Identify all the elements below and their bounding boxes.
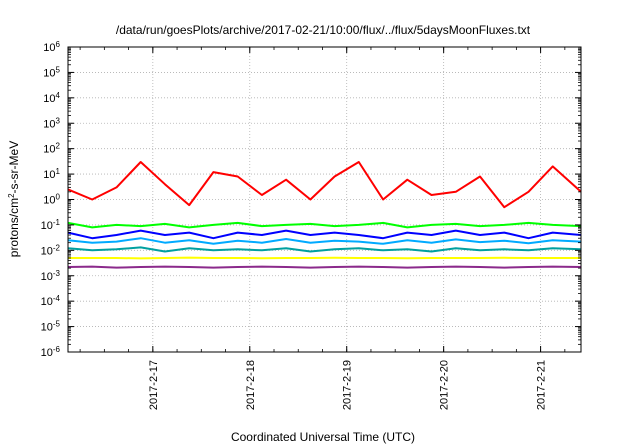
y-tick-label: 10-5 xyxy=(41,319,61,334)
y-axis: 10-6 10-5 10-4 10-3 10-2 10-1 100 101 102 103 104 1… xyxy=(41,40,581,360)
series-line-6 xyxy=(68,256,581,260)
x-axis: 2017-2-17 2017-2-18 2017-2-19 2017-2-20 2017… xyxy=(79,47,566,410)
y-axis-label: protons/cm2-s-sr-MeV xyxy=(7,141,22,257)
y-tick-label: 100 xyxy=(43,192,60,207)
x-tick-label: 2017-2-18 xyxy=(245,360,257,410)
grid xyxy=(68,47,581,352)
series-line-2 xyxy=(67,221,582,229)
y-tick-label: 106 xyxy=(43,40,60,55)
x-tick-label: 2017-2-19 xyxy=(342,360,354,410)
x-tick-label: 2017-2-17 xyxy=(148,360,160,410)
x-tick-label: 2017-2-21 xyxy=(536,360,548,410)
y-tick-label: 10-6 xyxy=(41,345,61,360)
series-line-7 xyxy=(67,265,582,269)
y-tick-label: 101 xyxy=(43,167,60,182)
y-tick-label: 105 xyxy=(43,65,60,80)
y-tick-label: 102 xyxy=(43,141,60,156)
y-tick-label: 10-3 xyxy=(41,268,61,283)
series-group xyxy=(67,161,582,269)
x-axis-label: Coordinated Universal Time (UTC) xyxy=(231,430,415,444)
x-tick-label: 2017-2-20 xyxy=(439,360,451,410)
series-line-3 xyxy=(67,229,582,240)
y-tick-label: 103 xyxy=(43,116,60,131)
y-tick-label: 10-1 xyxy=(41,217,61,232)
y-tick-label: 104 xyxy=(43,90,60,105)
plot-frame xyxy=(67,46,582,353)
series-line-5 xyxy=(67,246,582,253)
series-line-1 xyxy=(67,161,582,209)
chart-title: /data/run/goesPlots/archive/2017-02-21/1… xyxy=(116,23,531,37)
y-tick-label: 10-2 xyxy=(41,243,61,257)
series-line-4 xyxy=(67,237,582,245)
y-tick-label: 10-4 xyxy=(41,294,61,309)
